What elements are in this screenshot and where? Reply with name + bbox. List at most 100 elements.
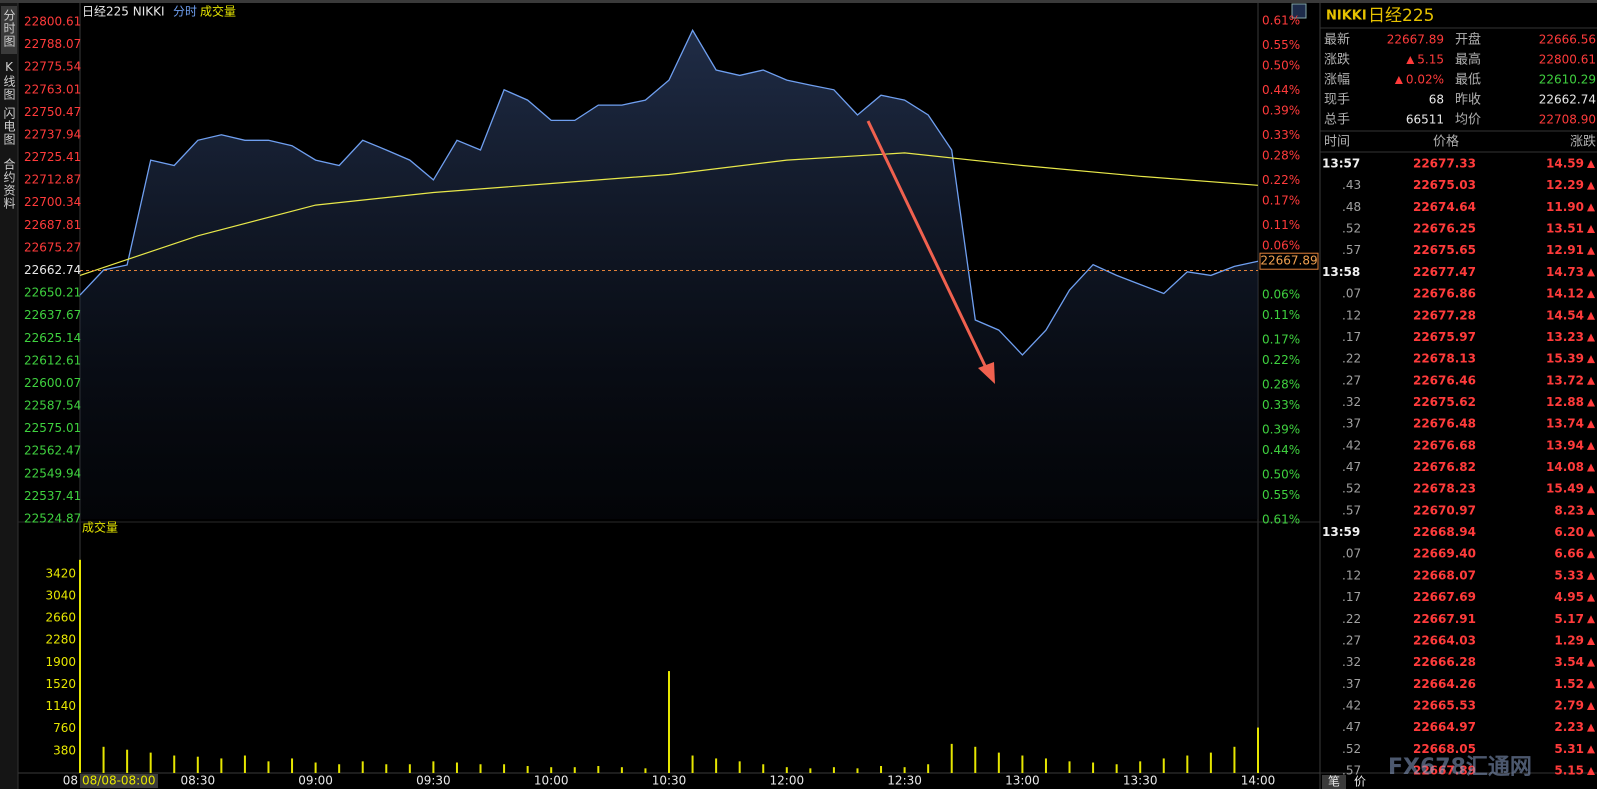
up-arrow — [1587, 550, 1595, 559]
volume-bar — [762, 764, 765, 773]
tick-price: 22678.13 — [1413, 352, 1476, 366]
tick-price: 22678.23 — [1413, 482, 1476, 496]
quote-value: 5.15 — [1417, 53, 1444, 67]
y2-tick-label: 0.28% — [1262, 377, 1300, 391]
tick-time: .27 — [1342, 373, 1361, 387]
x-tick-label: 13:00 — [1005, 774, 1040, 788]
y-tick-label: 22750.47 — [24, 105, 81, 119]
y2-tick-label: 0.22% — [1262, 173, 1300, 187]
panel-toggle-icon[interactable] — [1291, 3, 1307, 19]
tick-price: 22675.62 — [1413, 395, 1476, 409]
y2-tick-label: 0.33% — [1262, 128, 1300, 142]
tick-change: 14.08 — [1546, 460, 1584, 474]
tick-time: 13:57 — [1322, 157, 1360, 171]
y-tick-label: 22763.01 — [24, 82, 81, 96]
toolbar-tab[interactable]: 分时图 — [2, 9, 16, 48]
up-arrow — [1587, 463, 1595, 472]
y2-tick-label: 0.61% — [1262, 512, 1300, 526]
tick-time: .27 — [1342, 633, 1361, 647]
tick-time: .22 — [1342, 612, 1361, 626]
y2-tick-label: 0.39% — [1262, 422, 1300, 436]
volume-bar — [1233, 746, 1236, 773]
volume-tick-label: 380 — [53, 743, 76, 757]
quote-value: 22666.56 — [1539, 33, 1596, 47]
y2-tick-label: 0.11% — [1262, 308, 1300, 322]
y2-tick-label: 0.28% — [1262, 149, 1300, 163]
volume-bar — [479, 764, 482, 773]
y-tick-label: 22788.07 — [24, 37, 81, 51]
toolbar-tab[interactable]: K线图 — [2, 60, 16, 101]
bottom-tab-bg[interactable] — [1322, 775, 1346, 789]
y-tick-label: 22587.54 — [24, 399, 81, 413]
price-area — [80, 30, 1258, 520]
tick-price: 22676.82 — [1413, 460, 1476, 474]
watermark: FX678汇通网 — [1388, 755, 1532, 780]
volume-bar — [126, 749, 129, 773]
x-tick-label: 14:00 — [1241, 774, 1276, 788]
quote-value: 22708.90 — [1539, 113, 1596, 127]
tick-change: 6.20 — [1554, 525, 1584, 539]
y2-tick-label: 0.06% — [1262, 238, 1300, 252]
up-arrow — [1587, 767, 1595, 776]
tick-price: 22675.97 — [1413, 330, 1476, 344]
bottom-tab-bg[interactable] — [1348, 775, 1372, 789]
volume-bar — [1162, 758, 1165, 773]
x-tick-label: 12:00 — [770, 774, 805, 788]
quote-label: 涨幅 — [1324, 73, 1350, 88]
x-tick-label: 10:30 — [652, 774, 687, 788]
volume-bar — [620, 767, 623, 773]
y-tick-label: 22537.41 — [24, 489, 81, 503]
tick-time: .42 — [1342, 699, 1361, 713]
x-tick-label: 12:30 — [887, 774, 922, 788]
toolbar-tab[interactable]: 合约资料 — [2, 157, 16, 210]
up-arrow — [1587, 615, 1595, 624]
tick-price: 22677.33 — [1413, 157, 1476, 171]
tick-time: .57 — [1342, 503, 1361, 517]
tick-price: 22664.03 — [1413, 633, 1476, 647]
tick-time: .37 — [1342, 677, 1361, 691]
up-arrow — [1406, 56, 1415, 64]
volume-bar — [1186, 755, 1189, 773]
volume-bar — [526, 766, 529, 773]
y-tick-label: 22712.87 — [24, 173, 81, 187]
tick-price: 22676.25 — [1413, 222, 1476, 236]
legend-entry: 成交量 — [200, 4, 236, 19]
volume-bar — [597, 766, 600, 773]
y2-tick-label: 0.39% — [1262, 104, 1300, 118]
tick-time: .48 — [1342, 200, 1361, 214]
tick-change: 12.29 — [1546, 178, 1584, 192]
up-arrow — [1587, 680, 1595, 689]
up-arrow — [1587, 593, 1595, 602]
tick-price: 22666.28 — [1413, 655, 1476, 669]
tick-change: 2.23 — [1554, 720, 1584, 734]
bottom-tab[interactable]: 价 — [1354, 775, 1366, 789]
y-tick-label: 22612.61 — [24, 353, 81, 367]
up-arrow — [1587, 355, 1595, 364]
tick-price: 22664.26 — [1413, 677, 1476, 691]
y-tick-label: 22675.27 — [24, 240, 81, 254]
quote-label: 最新 — [1324, 32, 1350, 48]
tick-price: 22677.28 — [1413, 308, 1476, 322]
volume-tick-label: 3040 — [45, 588, 76, 602]
tick-time: .22 — [1342, 352, 1361, 366]
y-tick-label: 22800.61 — [24, 15, 81, 29]
volume-tick-label: 2660 — [45, 611, 76, 625]
toolbar-tab[interactable]: 闪电图 — [2, 107, 16, 146]
tick-header: 时间 — [1324, 135, 1350, 150]
volume-bar — [79, 559, 81, 773]
tick-change: 14.59 — [1546, 157, 1584, 171]
volume-bar — [950, 743, 953, 773]
volume-bar — [1115, 764, 1118, 773]
y-tick-label: 22575.01 — [24, 421, 81, 435]
tick-time: .47 — [1342, 720, 1361, 734]
y2-tick-label: 0.44% — [1262, 443, 1300, 457]
tick-price: 22667.89 — [1413, 764, 1476, 778]
volume-title: 成交量 — [82, 520, 118, 535]
quote-symbol: NIKKI — [1326, 9, 1367, 24]
volume-bar — [102, 746, 105, 773]
tick-change: 2.79 — [1554, 699, 1584, 713]
bottom-tab[interactable]: 笔 — [1328, 774, 1340, 789]
volume-bar — [880, 766, 883, 773]
volume-bar — [385, 764, 388, 773]
volume-bar — [314, 762, 317, 773]
